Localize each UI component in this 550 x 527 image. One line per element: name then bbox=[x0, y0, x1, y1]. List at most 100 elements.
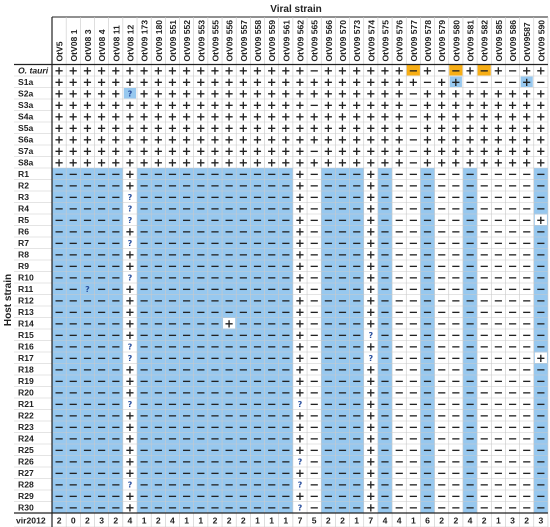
no-lysis-mark: − bbox=[196, 339, 206, 353]
no-lysis-mark: − bbox=[423, 489, 433, 503]
no-lysis-mark: − bbox=[536, 305, 546, 319]
no-lysis-mark: − bbox=[352, 178, 362, 192]
no-lysis-mark: − bbox=[182, 213, 192, 227]
footer-value: 1 bbox=[496, 516, 501, 526]
no-lysis-mark: − bbox=[423, 454, 433, 468]
lysis-mark: + bbox=[168, 144, 178, 158]
row-label: R17 bbox=[18, 353, 34, 363]
footer-value: 1 bbox=[354, 516, 359, 526]
lysis-mark: + bbox=[111, 132, 121, 146]
no-lysis-mark: − bbox=[182, 236, 192, 250]
no-lysis-mark: − bbox=[111, 408, 121, 422]
no-lysis-mark: − bbox=[210, 236, 220, 250]
no-lysis-mark: − bbox=[224, 443, 234, 457]
no-lysis-mark: − bbox=[168, 178, 178, 192]
lysis-mark: + bbox=[238, 155, 248, 169]
lysis-mark: + bbox=[295, 190, 305, 204]
column-header: OtV08 12 bbox=[125, 24, 135, 61]
lysis-mark: + bbox=[168, 98, 178, 112]
no-lysis-mark: − bbox=[253, 316, 263, 330]
column-header: OtV08 4 bbox=[97, 29, 107, 61]
lysis-mark: + bbox=[309, 86, 319, 100]
no-lysis-mark: − bbox=[54, 351, 64, 365]
no-lysis-mark: − bbox=[423, 213, 433, 227]
no-lysis-mark: − bbox=[281, 270, 291, 284]
no-lysis-mark: − bbox=[210, 328, 220, 342]
no-lysis-mark: − bbox=[267, 293, 277, 307]
no-lysis-mark: − bbox=[323, 293, 333, 307]
no-lysis-mark: − bbox=[253, 282, 263, 296]
lysis-mark: + bbox=[111, 109, 121, 123]
no-lysis-mark: − bbox=[97, 178, 107, 192]
no-lysis-mark: − bbox=[224, 339, 234, 353]
no-lysis-mark: − bbox=[153, 489, 163, 503]
lysis-mark: + bbox=[125, 431, 135, 445]
no-lysis-mark: − bbox=[409, 443, 419, 457]
no-lysis-mark: − bbox=[182, 293, 192, 307]
column-header: OtV09587 bbox=[522, 22, 532, 61]
lysis-mark: + bbox=[295, 351, 305, 365]
no-lysis-mark: − bbox=[281, 466, 291, 480]
no-lysis-mark: − bbox=[68, 190, 78, 204]
no-lysis-mark: − bbox=[380, 213, 390, 227]
lysis-mark: + bbox=[54, 132, 64, 146]
lysis-mark: + bbox=[182, 86, 192, 100]
lysis-mark: + bbox=[309, 109, 319, 123]
no-lysis-mark: − bbox=[196, 385, 206, 399]
no-lysis-mark: − bbox=[494, 374, 504, 388]
no-lysis-mark: − bbox=[238, 385, 248, 399]
lysis-mark: + bbox=[394, 109, 404, 123]
no-lysis-mark: − bbox=[409, 397, 419, 411]
lysis-mark: + bbox=[210, 98, 220, 112]
no-lysis-mark: − bbox=[409, 167, 419, 181]
no-lysis-mark: − bbox=[380, 201, 390, 215]
no-lysis-mark: − bbox=[281, 293, 291, 307]
no-lysis-mark: − bbox=[465, 224, 475, 238]
no-lysis-mark: − bbox=[536, 385, 546, 399]
lysis-mark: + bbox=[494, 132, 504, 146]
no-lysis-mark: − bbox=[97, 270, 107, 284]
no-lysis-mark: − bbox=[238, 408, 248, 422]
no-lysis-mark: − bbox=[111, 385, 121, 399]
no-lysis-mark: − bbox=[465, 213, 475, 227]
no-lysis-mark: − bbox=[323, 339, 333, 353]
no-lysis-mark: − bbox=[409, 328, 419, 342]
no-lysis-mark: − bbox=[508, 443, 518, 457]
no-lysis-mark: − bbox=[196, 178, 206, 192]
lysis-mark: + bbox=[380, 63, 390, 77]
lysis-mark: + bbox=[238, 86, 248, 100]
no-lysis-mark: − bbox=[423, 305, 433, 319]
no-lysis-mark: − bbox=[522, 190, 532, 204]
no-lysis-mark: − bbox=[409, 282, 419, 296]
no-lysis-mark: − bbox=[281, 282, 291, 296]
no-lysis-mark: − bbox=[437, 282, 447, 296]
column-header: OtV08 11 bbox=[111, 25, 121, 62]
lysis-mark: + bbox=[295, 98, 305, 112]
no-lysis-mark: − bbox=[281, 328, 291, 342]
lysis-mark: + bbox=[366, 213, 376, 227]
no-lysis-mark: − bbox=[54, 305, 64, 319]
lysis-mark: + bbox=[97, 86, 107, 100]
no-lysis-mark: − bbox=[68, 408, 78, 422]
lysis-mark: + bbox=[97, 132, 107, 146]
no-lysis-mark: − bbox=[97, 293, 107, 307]
lysis-mark: + bbox=[522, 155, 532, 169]
no-lysis-mark: − bbox=[253, 270, 263, 284]
orange-cell bbox=[477, 65, 491, 76]
no-lysis-mark: − bbox=[97, 408, 107, 422]
footer-value: 2 bbox=[241, 516, 246, 526]
lysis-mark: + bbox=[253, 109, 263, 123]
lysis-mark: + bbox=[522, 63, 532, 77]
no-lysis-mark: − bbox=[423, 362, 433, 376]
lysis-mark: + bbox=[366, 305, 376, 319]
lysis-mark: + bbox=[238, 132, 248, 146]
row-label: S5a bbox=[18, 123, 34, 133]
no-lysis-mark: − bbox=[210, 489, 220, 503]
no-lysis-mark: − bbox=[68, 351, 78, 365]
lysis-mark: + bbox=[139, 63, 149, 77]
no-lysis-mark: − bbox=[83, 316, 93, 330]
lysis-mark: + bbox=[295, 247, 305, 261]
lysis-mark: + bbox=[97, 98, 107, 112]
lysis-mark: + bbox=[125, 328, 135, 342]
lysis-mark: + bbox=[338, 144, 348, 158]
